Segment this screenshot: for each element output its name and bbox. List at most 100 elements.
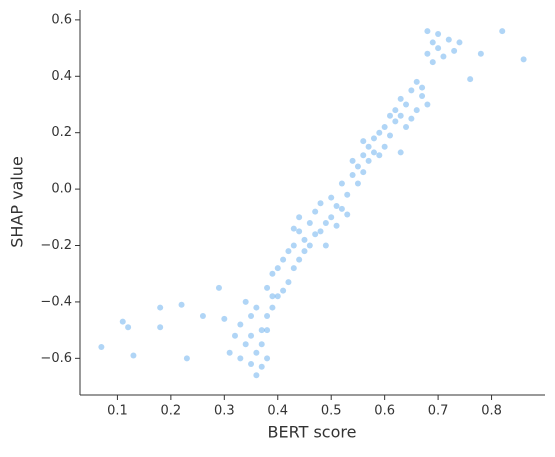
point (264, 355, 271, 362)
x-tick-label: 0.2 (161, 404, 182, 419)
point (290, 242, 297, 249)
point (264, 284, 271, 291)
point (392, 107, 399, 114)
point (360, 152, 367, 159)
point (435, 30, 442, 37)
point (392, 118, 399, 125)
x-tick-label: 0.4 (267, 404, 288, 419)
point (178, 301, 185, 308)
point (157, 304, 164, 311)
point (290, 225, 297, 232)
point (269, 270, 276, 277)
point (125, 324, 132, 331)
point (237, 321, 244, 328)
point (312, 231, 319, 238)
point (403, 124, 410, 131)
point (242, 298, 249, 305)
x-tick-label: 0.7 (428, 404, 449, 419)
point (328, 194, 335, 201)
point (408, 115, 415, 122)
point (397, 95, 404, 102)
point (349, 172, 356, 178)
point (435, 45, 442, 52)
point (419, 84, 426, 91)
point (520, 56, 527, 63)
point (290, 265, 297, 272)
point (429, 59, 436, 66)
point (413, 78, 420, 85)
point (360, 138, 367, 145)
point (248, 360, 255, 367)
point (424, 28, 431, 35)
point (253, 304, 260, 311)
x-tick-label: 0.5 (321, 404, 342, 419)
y-tick-label: 0.0 (51, 182, 72, 197)
point (285, 279, 292, 286)
y-tick-label: −0.2 (40, 238, 72, 253)
point (274, 293, 281, 300)
x-tick-label: 0.3 (214, 404, 235, 419)
point (264, 313, 271, 320)
point (317, 200, 324, 207)
point (456, 39, 463, 46)
point (296, 228, 303, 235)
point (413, 107, 420, 114)
point (258, 327, 265, 334)
point (354, 180, 361, 187)
point (215, 284, 222, 291)
point (242, 341, 249, 348)
point (301, 248, 308, 255)
point (248, 313, 255, 320)
point (381, 124, 388, 131)
point (269, 293, 276, 300)
point (451, 47, 458, 54)
point (312, 208, 319, 215)
point (98, 344, 105, 351)
y-tick-label: 0.6 (51, 12, 72, 27)
point (344, 211, 351, 218)
point (306, 219, 313, 226)
point (403, 101, 410, 108)
point (258, 363, 265, 370)
point (333, 203, 340, 210)
point (258, 341, 265, 348)
point (381, 143, 388, 150)
point (248, 332, 255, 339)
y-tick-label: −0.6 (40, 351, 72, 366)
point (349, 157, 356, 164)
x-tick-label: 0.8 (481, 404, 502, 419)
point (338, 205, 345, 212)
point (424, 50, 431, 57)
x-tick-label: 0.6 (374, 404, 395, 419)
point (499, 28, 506, 35)
point (445, 36, 452, 43)
point (397, 112, 404, 119)
point (130, 352, 137, 359)
point (370, 135, 377, 142)
point (408, 87, 415, 94)
point (301, 236, 308, 243)
point (365, 143, 372, 150)
point (280, 287, 287, 294)
point (253, 349, 260, 356)
point (221, 315, 228, 322)
point (467, 76, 474, 83)
point (344, 191, 351, 198)
point (274, 265, 281, 272)
point (296, 256, 303, 263)
point (183, 355, 190, 362)
point (365, 157, 372, 164)
point (387, 112, 393, 119)
point (237, 355, 244, 362)
y-tick-label: 0.2 (51, 125, 72, 140)
point (199, 313, 206, 320)
x-axis-label: BERT score (268, 423, 357, 442)
point (338, 180, 345, 187)
point (264, 327, 271, 334)
point (226, 349, 233, 356)
y-tick-label: −0.4 (40, 294, 72, 309)
y-axis-label: SHAP value (8, 156, 27, 248)
point (317, 228, 324, 235)
point (232, 332, 238, 339)
point (354, 163, 361, 170)
